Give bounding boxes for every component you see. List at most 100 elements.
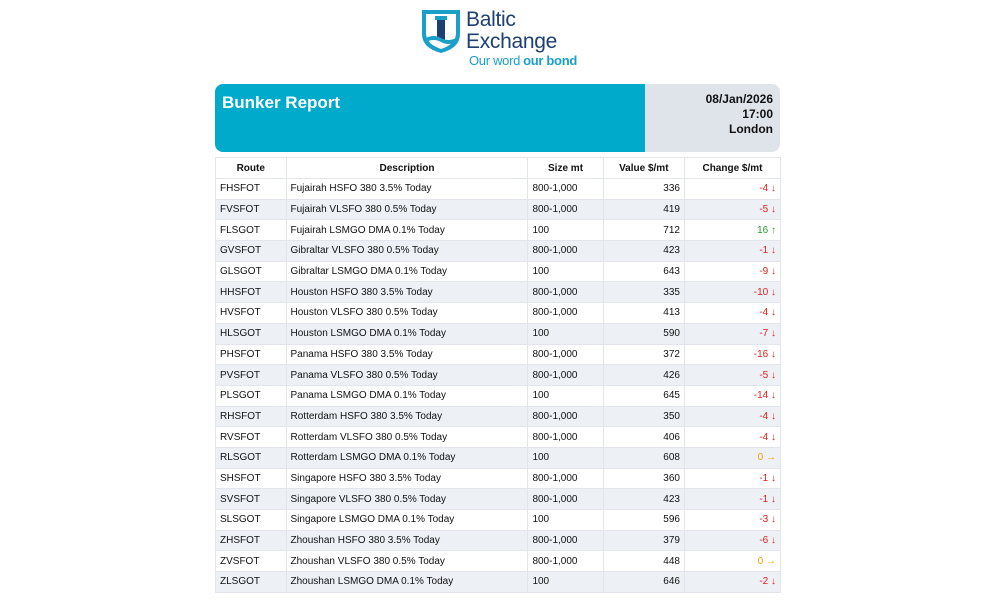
change-cell: 0 →: [683, 550, 782, 573]
change-value: -1: [759, 493, 769, 505]
change-arrow: ↓: [771, 286, 776, 298]
table-row: ZLSGOT Zhoushan LSMGO DMA 0.1% Today 100 64…: [215, 571, 782, 593]
report-meta: 08/Jan/2026 17:00 London: [645, 84, 780, 152]
value-cell: 372: [602, 343, 685, 366]
size-cell: 800-1,000: [527, 240, 604, 262]
description-cell: Singapore LSMGO DMA 0.1% Today: [285, 509, 529, 531]
change-cell: -7 ↓: [683, 322, 782, 345]
value-cell: 423: [602, 488, 685, 510]
change-cell: -4 ↓: [683, 178, 782, 200]
logo-line: Exchange: [466, 30, 558, 53]
value-cell: 646: [602, 571, 685, 593]
change-value: 0: [757, 555, 764, 567]
column-header: Description: [285, 157, 529, 179]
value-cell: 423: [602, 240, 685, 262]
change-cell: -2 ↓: [683, 571, 782, 593]
description-cell: Zhoushan LSMGO DMA 0.1% Today: [285, 571, 529, 593]
report-title: Bunker Report: [215, 84, 645, 152]
size-cell: 100: [527, 571, 604, 593]
description-cell: Zhoushan VLSFO 380 0.5% Today: [285, 550, 529, 573]
route-cell: ZVSFOT: [215, 550, 287, 573]
table-row: RLSGOT Rotterdam LSMGO DMA 0.1% Today 100 6…: [215, 446, 782, 469]
route-cell: SVSFOT: [215, 488, 287, 510]
value-cell: 643: [602, 260, 685, 283]
change-arrow: ↓: [771, 348, 776, 360]
change-value: -1: [759, 245, 769, 257]
change-value: -16: [753, 348, 769, 360]
table-row: FHSFOT Fujairah HSFO 380 3.5% Today 800-1,…: [215, 178, 782, 200]
table-row: HVSFOT Houston VLSFO 380 0.5% Today 800-1,…: [215, 302, 782, 324]
description-cell: Rotterdam HSFO 380 3.5% Today: [285, 405, 529, 428]
description-cell: Panama VLSFO 380 0.5% Today: [285, 364, 529, 386]
size-cell: 800-1,000: [527, 405, 604, 428]
route-cell: SHSFOT: [215, 467, 287, 490]
change-cell: -16 ↓: [683, 343, 782, 366]
value-cell: 379: [602, 529, 685, 552]
value-cell: 413: [602, 302, 685, 324]
size-cell: 100: [527, 509, 604, 531]
change-value: -6: [759, 535, 769, 547]
column-header: Change $/mt: [683, 157, 782, 179]
change-arrow: ↑: [771, 224, 776, 236]
change-cell: -4 ↓: [683, 405, 782, 428]
change-arrow: ↓: [771, 245, 776, 257]
table-row: RVSFOT Rotterdam VLSFO 380 0.5% Today 800-…: [215, 426, 782, 448]
table-row: HLSGOT Houston LSMGO DMA 0.1% Today 100 590…: [215, 322, 782, 345]
size-cell: 100: [527, 384, 604, 407]
change-value: -3: [759, 514, 769, 526]
report-location: London: [729, 122, 773, 136]
description-cell: Fujairah LSMGO DMA 0.1% Today: [285, 219, 529, 242]
value-cell: 590: [602, 322, 685, 345]
description-cell: Gibraltar LSMGO DMA 0.1% Today: [285, 260, 529, 283]
change-value: -4: [759, 307, 769, 319]
route-cell: RLSGOT: [215, 446, 287, 469]
value-cell: 645: [602, 384, 685, 407]
tagline-bold: our bond: [523, 53, 577, 68]
change-arrow: ↓: [771, 307, 776, 319]
change-cell: -3 ↓: [683, 509, 782, 531]
size-cell: 800-1,000: [527, 488, 604, 510]
table-row: SVSFOT Singapore VLSFO 380 0.5% Today 800-…: [215, 488, 782, 510]
change-arrow: →: [766, 555, 776, 567]
value-cell: 360: [602, 467, 685, 490]
size-cell: 800-1,000: [527, 529, 604, 552]
description-cell: Zhoushan HSFO 380 3.5% Today: [285, 529, 529, 552]
route-cell: RVSFOT: [215, 426, 287, 448]
size-cell: 800-1,000: [527, 302, 604, 324]
change-value: -5: [759, 369, 769, 381]
table-row: ZHSFOT Zhoushan HSFO 380 3.5% Today 800-1,…: [215, 529, 782, 552]
change-arrow: ↓: [771, 204, 776, 216]
report-date: 08/Jan/2026: [705, 92, 773, 106]
change-cell: -6 ↓: [683, 529, 782, 552]
report-time: 17:00: [742, 107, 773, 121]
size-cell: 800-1,000: [527, 281, 604, 304]
table-row: ZVSFOT Zhoushan VLSFO 380 0.5% Today 800-1…: [215, 550, 782, 573]
change-value: -14: [753, 390, 769, 402]
size-cell: 800-1,000: [527, 364, 604, 386]
size-cell: 800-1,000: [527, 198, 604, 221]
table-row: GVSFOT Gibraltar VLSFO 380 0.5% Today 800-…: [215, 240, 782, 262]
change-arrow: ↓: [771, 410, 776, 422]
bunker-table: Route Description Size mt Value $/mt Change …: [215, 157, 782, 593]
value-cell: 426: [602, 364, 685, 386]
route-cell: HLSGOT: [215, 322, 287, 345]
change-cell: 16 ↑: [683, 219, 782, 242]
change-value: -4: [759, 183, 769, 195]
value-cell: 596: [602, 509, 685, 531]
table-row: SLSGOT Singapore LSMGO DMA 0.1% Today 100 5…: [215, 509, 782, 531]
table-row: GLSGOT Gibraltar LSMGO DMA 0.1% Today 100 6…: [215, 260, 782, 283]
logo-line: Baltic: [466, 8, 516, 31]
description-cell: Fujairah VLSFO 380 0.5% Today: [285, 198, 529, 221]
change-value: -2: [759, 576, 769, 588]
column-header: Route: [215, 157, 287, 179]
change-arrow: ↓: [771, 183, 776, 195]
change-cell: -1 ↓: [683, 240, 782, 262]
change-value: -10: [753, 286, 769, 298]
description-cell: Gibraltar VLSFO 380 0.5% Today: [285, 240, 529, 262]
change-arrow: →: [766, 452, 776, 464]
route-cell: PVSFOT: [215, 364, 287, 386]
table-row: FVSFOT Fujairah VLSFO 380 0.5% Today 800-1…: [215, 198, 782, 221]
route-cell: ZHSFOT: [215, 529, 287, 552]
